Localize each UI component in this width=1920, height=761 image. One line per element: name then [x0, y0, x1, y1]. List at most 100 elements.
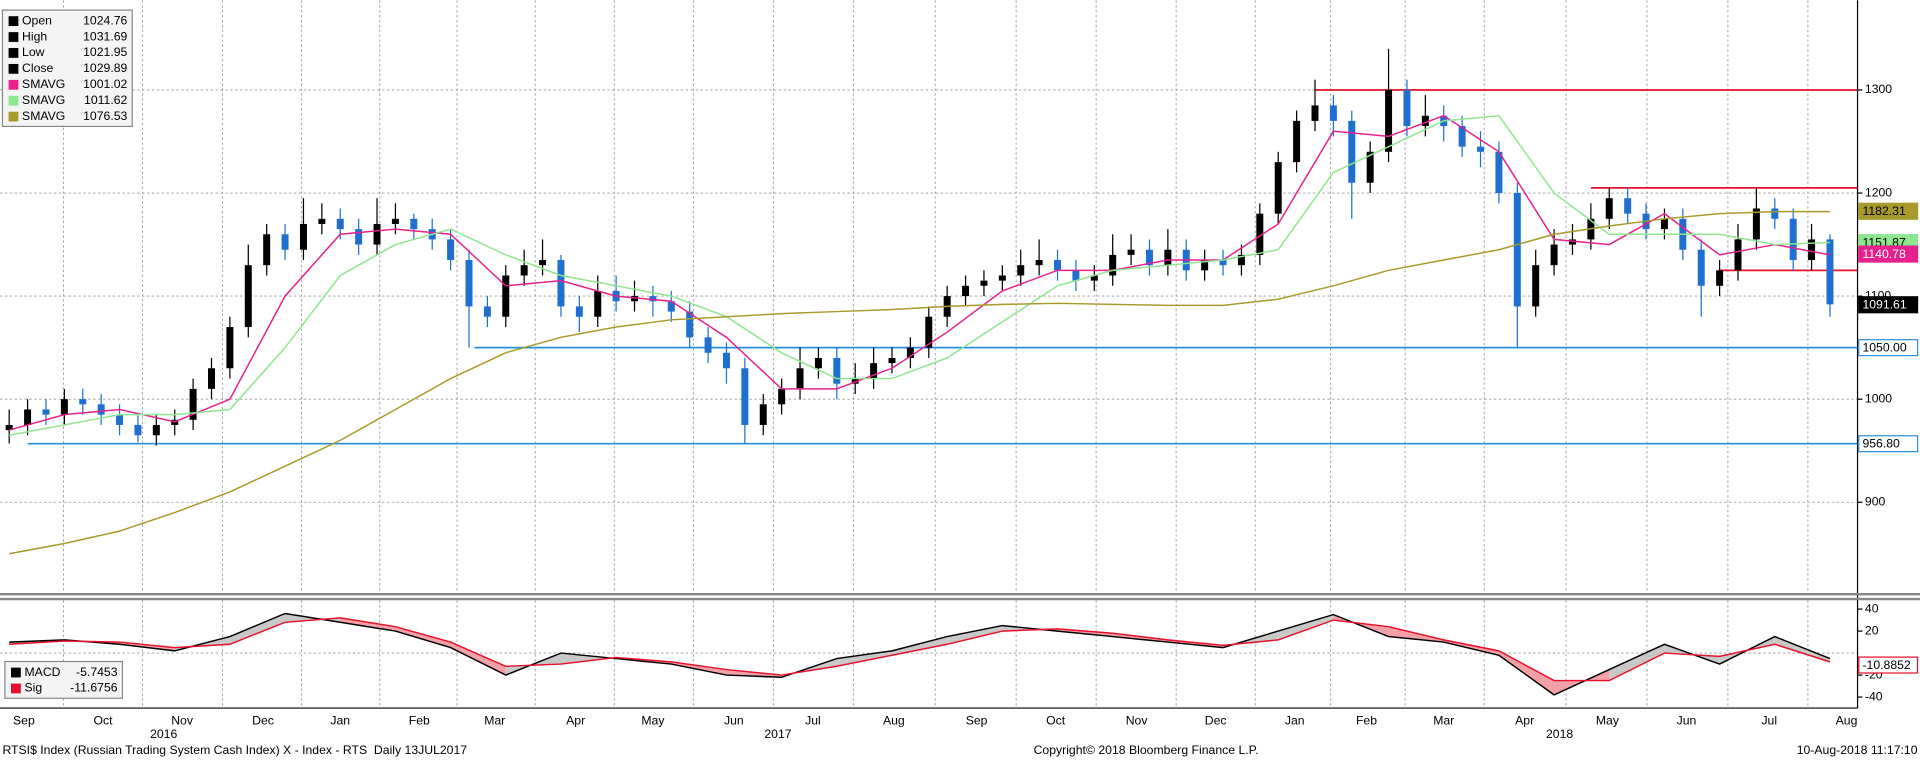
candle-body	[1495, 151, 1503, 194]
year-label: 2016	[150, 727, 177, 741]
legend-name: Open	[22, 13, 52, 27]
candle-body	[355, 229, 363, 245]
candle-body	[796, 368, 804, 389]
candle-body	[465, 260, 473, 307]
candle-body	[520, 265, 528, 276]
series-line	[9, 617, 1831, 682]
series-tag-box	[1858, 202, 1919, 220]
price-tag: 1091.61	[1862, 298, 1906, 312]
candle-body	[667, 301, 675, 312]
candle-body	[557, 260, 565, 307]
macd-fill	[836, 650, 892, 667]
candle-body	[410, 218, 418, 230]
series-tag: 1140.78	[1862, 247, 1906, 261]
macd-fill	[1498, 650, 1555, 695]
candle-body	[722, 352, 730, 369]
candle-body	[1109, 254, 1117, 276]
x-tick-label: Apr	[1515, 714, 1534, 728]
candle-body	[759, 404, 767, 425]
legend-box	[4, 660, 124, 699]
y-tick-label: 20	[1865, 623, 1879, 637]
candle-body	[1513, 193, 1521, 307]
y-tick-label: -40	[1865, 689, 1883, 703]
x-tick-label: Feb	[409, 714, 430, 728]
candle-body	[998, 275, 1006, 281]
x-tick-label: Jan	[330, 714, 350, 728]
x-tick-label: Nov	[171, 714, 194, 728]
legend-name: Low	[22, 45, 45, 59]
x-tick-label: Dec	[252, 714, 274, 728]
x-tick-label: Sep	[966, 714, 988, 728]
legend-value: 1024.76	[83, 13, 127, 27]
candle-body	[539, 260, 547, 266]
candle-body	[1716, 270, 1724, 286]
candle-body	[318, 218, 326, 224]
candle-body	[134, 424, 142, 436]
candle-body	[483, 306, 491, 317]
candle-body	[502, 275, 510, 317]
series-tag: -10.8852	[1862, 658, 1910, 672]
x-tick-label: Nov	[1126, 714, 1149, 728]
candle-body	[1458, 126, 1466, 147]
candle-body	[1808, 239, 1816, 261]
candle-body	[704, 337, 712, 353]
x-tick-label: Jan	[1285, 714, 1305, 728]
candle-body	[1403, 89, 1411, 127]
series-line	[9, 114, 1830, 436]
candle-body	[980, 280, 988, 286]
candle-body	[1256, 213, 1264, 255]
x-tick-label: Mar	[484, 714, 505, 728]
candle-body	[42, 409, 50, 415]
candle-body	[1366, 151, 1374, 183]
candle-body	[1826, 239, 1834, 305]
legend-value: 1011.62	[84, 93, 128, 107]
macd-fill	[1278, 614, 1334, 640]
candle-body	[1734, 239, 1742, 271]
candle-body	[1660, 218, 1668, 230]
candle-body	[575, 306, 583, 317]
candle-body	[1752, 208, 1760, 240]
macd-fill	[395, 626, 451, 648]
candle-body	[1293, 120, 1301, 163]
footer-left: RTSI$ Index (Russian Trading System Cash…	[2, 743, 467, 757]
x-tick-label: May	[641, 714, 665, 728]
legend-value: 1029.89	[83, 61, 127, 75]
footer-center: Copyright© 2018 Bloomberg Finance L.P.	[1034, 743, 1259, 757]
legend-name: MACD	[24, 665, 60, 679]
legend-swatch	[8, 95, 19, 106]
candle-body	[1697, 249, 1705, 286]
macd-fill	[229, 613, 286, 645]
legend-value: 1076.53	[83, 109, 127, 123]
x-tick-label: Jul	[805, 714, 821, 728]
year-label: 2017	[764, 727, 791, 741]
candle-body	[1072, 270, 1080, 281]
level-tag-box	[1858, 435, 1919, 453]
candle-body	[741, 368, 749, 425]
legend-swatch	[11, 667, 21, 678]
legend-name: SMAVG	[22, 93, 65, 107]
x-tick-label: Sep	[13, 714, 35, 728]
candle-body	[1219, 260, 1227, 266]
y-tick-label: 40	[1865, 601, 1879, 615]
candle-body	[244, 265, 252, 328]
candle-body	[1054, 260, 1062, 271]
candle-body	[1311, 105, 1319, 121]
candle-body	[594, 290, 602, 317]
candle-body	[1164, 249, 1172, 266]
series-tag: 1182.31	[1862, 204, 1906, 218]
x-tick-label: Dec	[1205, 714, 1227, 728]
y-tick-label: 900	[1865, 494, 1886, 508]
candle-body	[226, 327, 234, 369]
series-line	[9, 612, 1831, 696]
candle-body	[631, 296, 639, 302]
legend-swatch	[8, 48, 19, 58]
candle-body	[1145, 249, 1153, 266]
candle-body	[851, 378, 859, 384]
x-tick-label: Jun	[1677, 714, 1697, 728]
candle-body	[814, 357, 822, 369]
candle-body	[5, 424, 13, 431]
macd-fill	[947, 625, 1003, 645]
macd-fill	[1609, 644, 1665, 681]
candle-body	[263, 234, 271, 266]
candle-body	[116, 414, 124, 425]
